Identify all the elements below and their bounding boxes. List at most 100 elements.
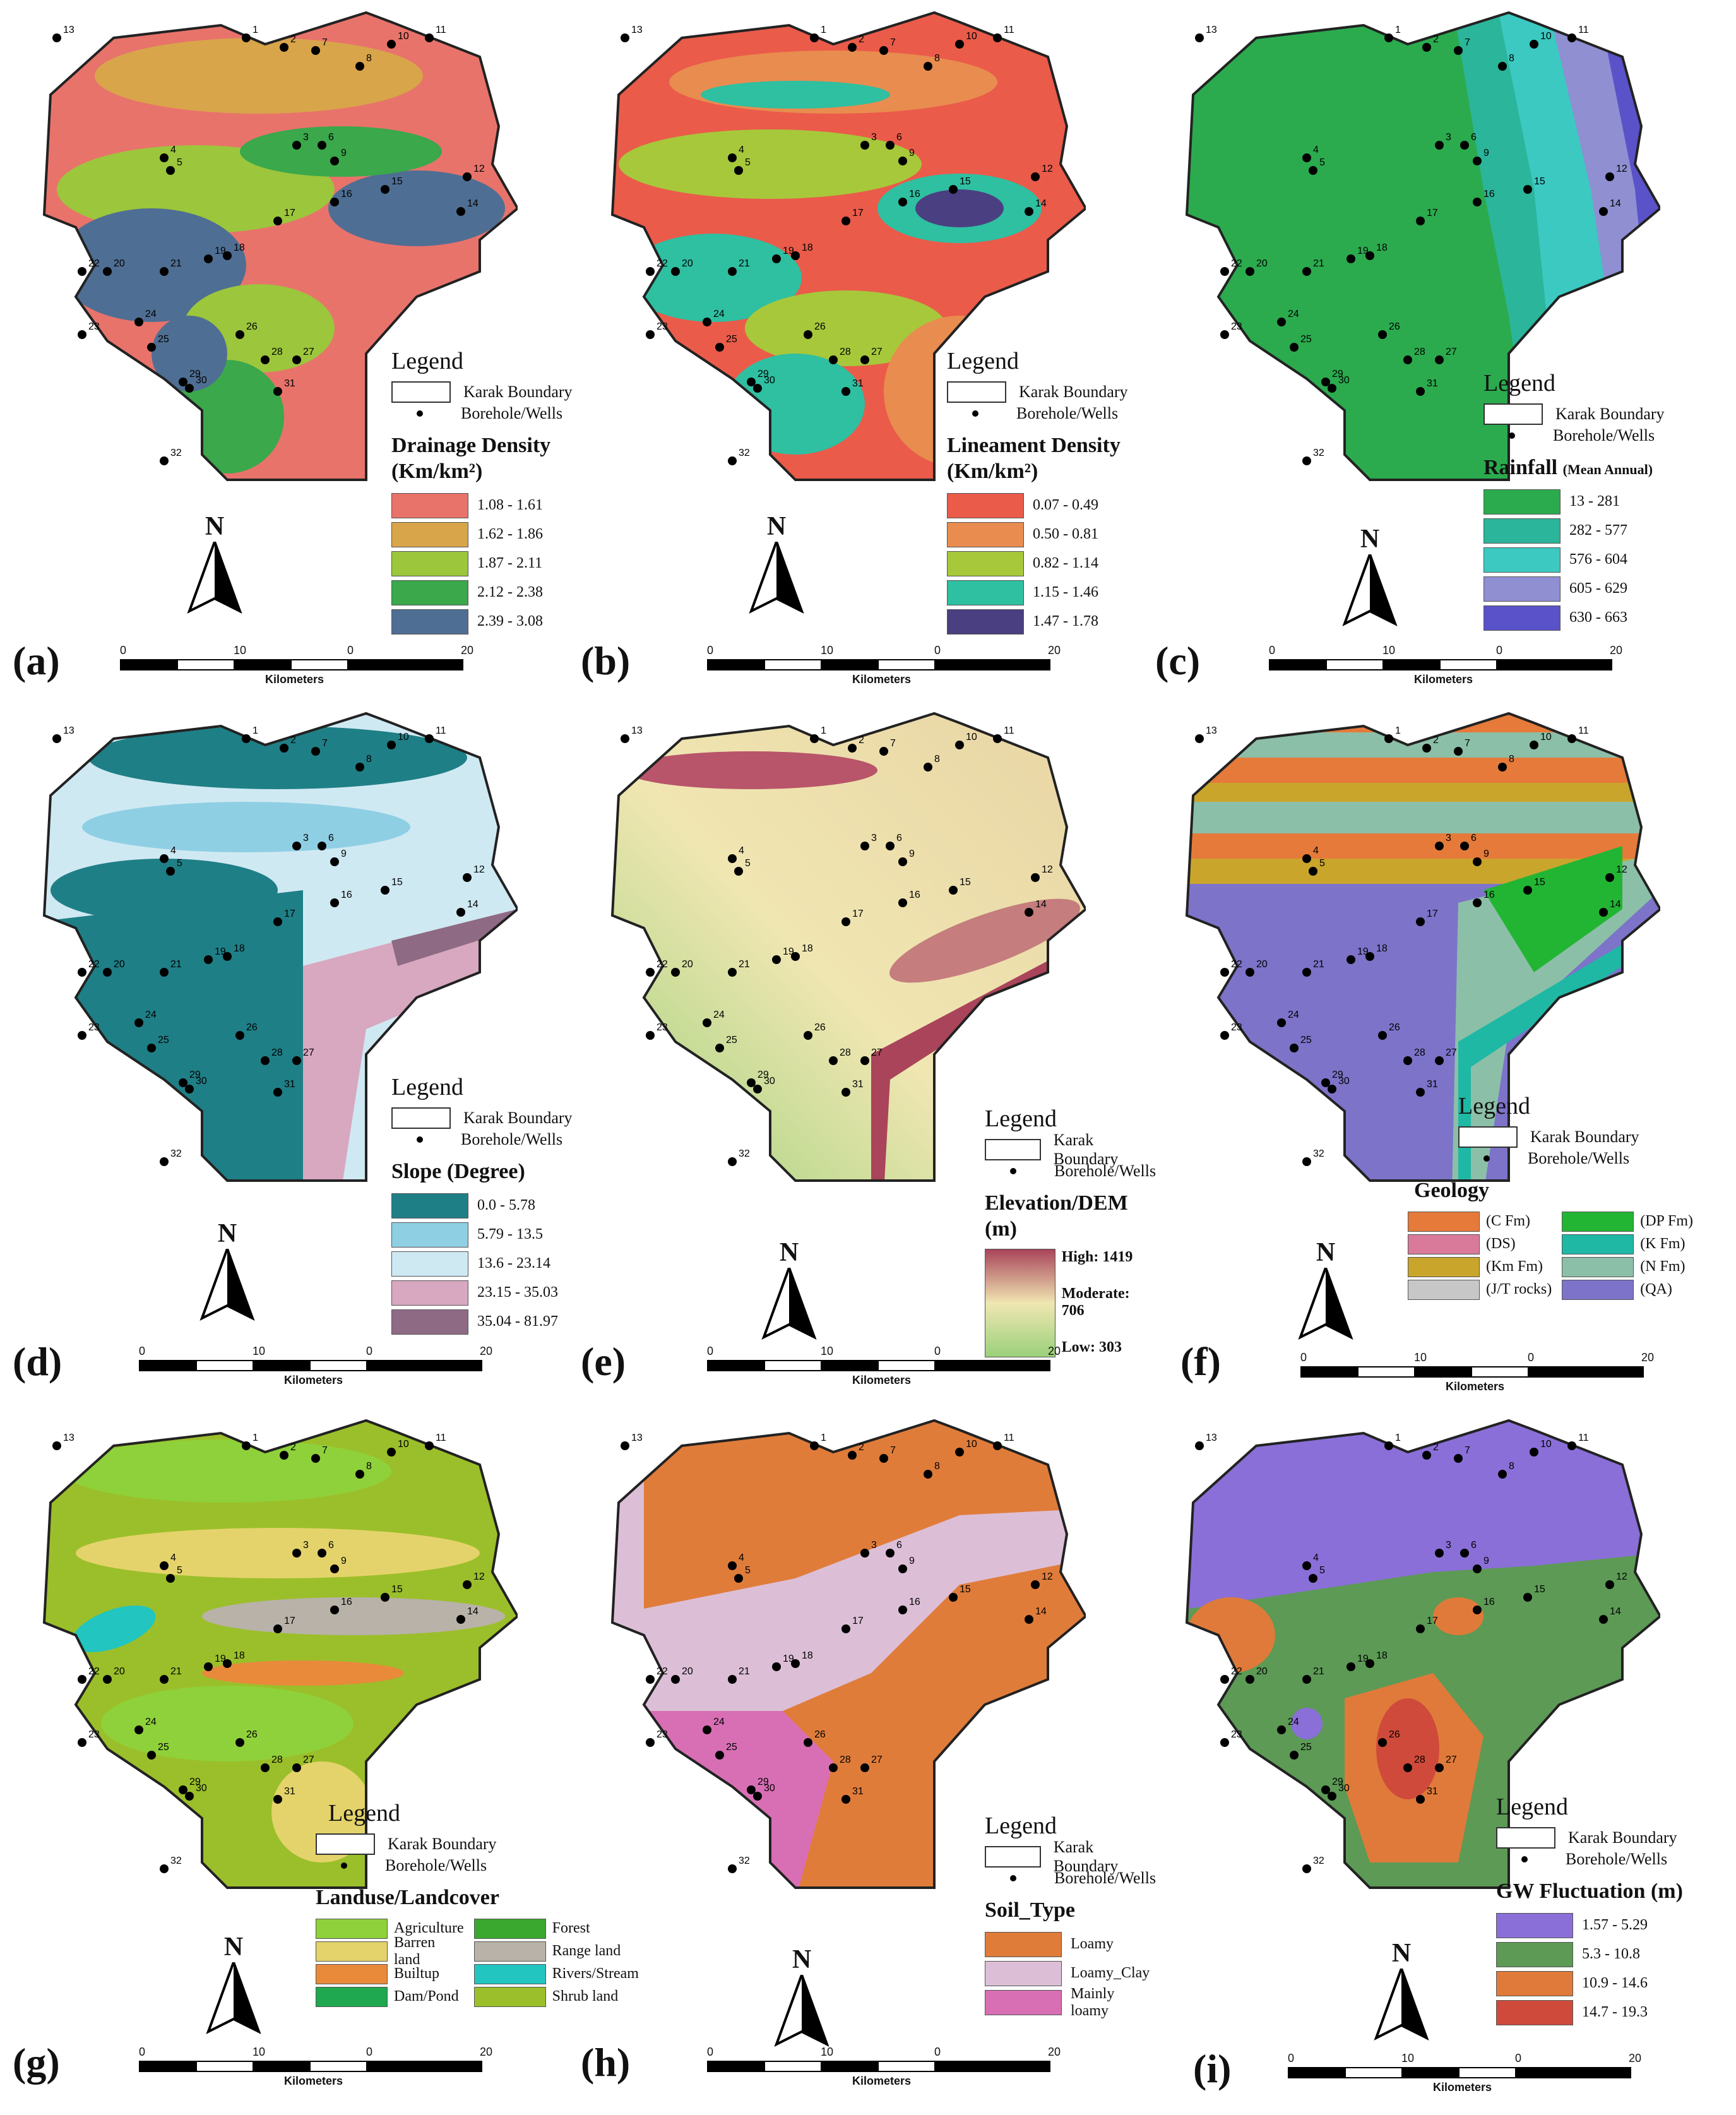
well-number-label: 18 [234,242,245,253]
scale-bar-segment [366,1360,482,1371]
scale-bar-segment [1300,1366,1360,1378]
well-number-label: 32 [739,448,750,458]
scale-tick-label: 10 [253,2046,266,2058]
borehole-well-point [1309,166,1317,175]
borehole-well-point [1302,153,1311,162]
legend-class-label: (K Fm) [1640,1236,1685,1253]
well-number-label: 9 [341,148,347,158]
well-dot-icon [341,1862,347,1869]
well-number-label: 12 [473,164,485,174]
well-number-label: 31 [284,1786,295,1797]
legend-class-label: Barren land [394,1934,436,1968]
well-number-label: 16 [341,890,352,900]
well-number-label: 31 [852,378,864,389]
well-number-label: 26 [246,1729,258,1740]
panel-label: (g) [13,2040,60,2085]
legend-class-label: 13.6 - 23.14 [477,1255,550,1272]
legend-subtitle-unit: (Km/km²) [947,459,1038,483]
borehole-well-point [898,898,907,907]
legend-class-label: 23.15 - 35.03 [477,1284,558,1301]
borehole-well-point [772,1662,781,1671]
panel-geology: 1 2 3 4 5 6 7 8 9 10 11 12 13 14 15 16 17 18 19 20 21 22 23 24 2… [1155,701,1723,1393]
well-number-label: 32 [1313,1856,1324,1866]
borehole-well-point [860,355,869,364]
panel-gw-fluctuation: 1 2 3 4 5 6 7 8 9 10 11 12 13 14 15 16 17 18 19 20 21 22 23 24 2… [1155,1408,1723,2094]
borehole-well-point [728,854,737,863]
legend-boundary: Karak Boundary [1458,1126,1706,1148]
legend-subtitle: Lineament Density (Km/km²) [947,433,1128,485]
legend-class-label: Agriculture [394,1920,464,1937]
borehole-well-point [223,1659,232,1668]
well-number-label: 31 [1427,1786,1438,1797]
borehole-well-point [242,1441,251,1450]
borehole-well-point [646,330,655,339]
borehole-well-point [1302,1675,1311,1684]
well-number-label: 5 [745,1565,751,1576]
well-number-label: 19 [1357,246,1369,256]
well-number-label: 1 [821,1433,826,1443]
well-number-label: 12 [1616,864,1627,875]
well-number-label: 8 [366,754,372,765]
legend-swatch [473,1963,546,1984]
legend: Legend Karak Boundary Borehole/Wells GW … [1496,1793,1683,2027]
well-number-label: 16 [1483,1597,1495,1607]
well-number-label: 25 [158,334,169,345]
borehole-well-point [993,734,1002,743]
scale-bar-segment [707,2061,766,2072]
well-number-label: 29 [758,369,769,379]
borehole-well-point [734,166,743,175]
scale-tick-label: 20 [1629,2052,1642,2064]
borehole-well-point [898,157,907,165]
boundary-label: Karak Boundary [1530,1128,1639,1146]
borehole-well-point [1460,842,1469,850]
well-number-label: 12 [1042,164,1053,174]
well-number-label: 14 [467,1606,479,1617]
legend-class-item: (N Fm) [1562,1256,1706,1278]
borehole-well-point [280,1451,288,1460]
borehole-well-point [898,1564,907,1573]
boundary-label: Karak Boundary [1053,1131,1119,1168]
well-number-label: 21 [170,258,182,269]
legend-swatch [316,1986,388,2007]
well-number-label: 27 [303,347,314,357]
borehole-well-point [747,1785,756,1794]
legend-swatch [1408,1234,1480,1254]
well-number-label: 4 [170,845,176,856]
borehole-well-point [103,267,112,276]
well-number-label: 3 [1446,1540,1451,1551]
borehole-well-point [1435,1763,1444,1772]
well-number-label: 15 [391,1584,403,1595]
wells-label: Borehole/Wells [1016,404,1119,422]
borehole-well-point [860,842,869,850]
borehole-well-point [1473,857,1482,866]
legend-swatch [985,1989,1062,2015]
borehole-well-point [1523,1593,1532,1602]
borehole-well-point [1599,1615,1608,1624]
scale-tick-label: 10 [821,644,834,657]
scale-tick-label: 0 [707,1345,714,1357]
well-dot-icon [1483,1155,1490,1162]
legend-class-item: 1.08 - 1.61 [391,491,573,520]
scale-tick-label: 10 [253,1345,266,1357]
well-number-label: 2 [290,1442,296,1453]
legend-subtitle: GW Fluctuation (m) [1496,1880,1683,1903]
well-number-label: 32 [170,1856,182,1866]
legend-class-item: 605 - 629 [1483,575,1665,604]
well-number-label: 10 [398,1439,409,1450]
scale-tick-label: 20 [1048,2046,1061,2058]
panel-elevation: 1 2 3 4 5 6 7 8 9 10 11 12 13 14 15 16 17 18 19 20 21 22 23 24 2… [581,701,1156,1386]
class-grid: (C Fm) (DP Fm) (DS) (K Fm) (Km Fm) (N Fm) (J/T… [1408,1210,1706,1301]
boundary-swatch [391,1107,451,1129]
well-number-label: 30 [1338,375,1350,386]
borehole-well-point [1246,267,1254,276]
well-number-label: 23 [657,1022,668,1033]
legend-class-item: (J/T rocks) [1408,1278,1552,1301]
scale-bar-segment [1471,1366,1530,1378]
borehole-well-point [949,185,958,194]
well-number-label: 28 [1414,1755,1425,1765]
well-number-label: 15 [391,877,403,888]
borehole-well-point [1328,384,1336,393]
borehole-well-point [728,267,737,276]
well-number-label: 9 [909,1556,915,1566]
well-number-label: 22 [1231,258,1242,269]
